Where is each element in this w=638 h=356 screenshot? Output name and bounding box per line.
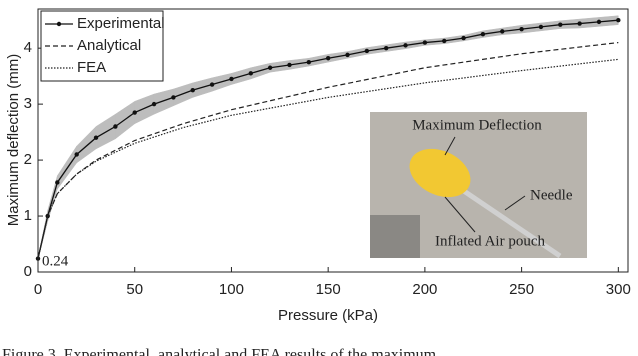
error-band [153, 88, 174, 115]
line [37, 58, 619, 259]
caption: Figure 3. Experimental, analytical and F… [2, 347, 437, 356]
x-tick-label: 300 [606, 281, 631, 298]
y-tick-label: 2 [24, 151, 32, 168]
marker [422, 40, 428, 45]
marker [345, 52, 350, 58]
marker [190, 87, 195, 93]
marker [538, 24, 544, 30]
marker [364, 48, 370, 54]
line [37, 41, 619, 259]
x-axis-label: Pressure (kPa) [278, 307, 378, 324]
line [37, 19, 619, 259]
pointer [444, 136, 456, 156]
inset-photo: Maximum Deflection Needle Inflated Air p… [370, 112, 587, 259]
error-band [76, 125, 97, 164]
y-tick-label: 0 [24, 263, 32, 280]
air-pouch [409, 148, 471, 198]
y-tick-label: 3 [24, 95, 32, 112]
needle [453, 182, 562, 259]
x-tick-label: 150 [316, 281, 341, 298]
marker [442, 38, 447, 44]
marker [151, 101, 157, 107]
marker [55, 180, 60, 185]
legend-label: Experimental [77, 15, 165, 32]
marker [132, 110, 137, 115]
photo-shadow [370, 215, 420, 258]
legend-label: FEA [77, 59, 106, 76]
pointer [444, 196, 476, 233]
marker [616, 17, 621, 23]
marker [248, 71, 253, 76]
annotation: Inflated Air pouch [435, 233, 545, 249]
marker [74, 152, 79, 157]
marker [500, 29, 505, 34]
x-tick-label: 50 [126, 281, 143, 298]
marker [229, 76, 234, 82]
marker [480, 31, 486, 37]
y-axis-label: Maximum deflection (mm) [5, 54, 22, 227]
x-tick-label: 200 [412, 281, 437, 298]
legend-marker [56, 21, 62, 27]
marker [306, 59, 312, 65]
marker [171, 95, 176, 100]
marker [461, 35, 466, 41]
marker [403, 43, 408, 48]
marker [577, 21, 582, 26]
marker [558, 22, 563, 27]
marker [209, 82, 215, 87]
x-tick-label: 0 [34, 281, 42, 298]
marker [93, 135, 99, 140]
annotation: Maximum Deflection [412, 117, 542, 133]
y-tick-label: 4 [24, 39, 32, 56]
marker [267, 65, 273, 70]
marker [325, 56, 331, 61]
pointer [504, 195, 526, 211]
marker [596, 19, 602, 25]
marker [383, 45, 389, 51]
plot-frame [37, 8, 629, 273]
marker [287, 62, 292, 68]
x-tick-label: 100 [219, 281, 244, 298]
marker [519, 26, 524, 32]
annotation: Needle [530, 187, 573, 203]
annotation: 0.24 [42, 253, 69, 269]
y-tick-label: 1 [24, 207, 32, 224]
marker [113, 124, 118, 129]
legend-label: Analytical [77, 37, 141, 54]
x-tick-label: 250 [509, 281, 534, 298]
